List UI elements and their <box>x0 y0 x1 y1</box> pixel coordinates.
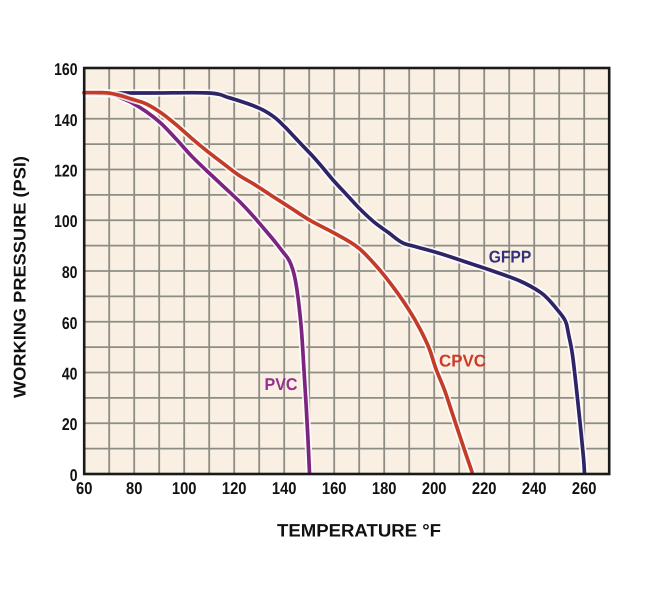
svg-text:PVC: PVC <box>265 375 298 394</box>
svg-text:60: 60 <box>62 314 78 333</box>
svg-text:240: 240 <box>522 479 547 498</box>
svg-text:0: 0 <box>70 466 78 485</box>
svg-text:100: 100 <box>54 212 77 231</box>
svg-text:CPVC: CPVC <box>439 352 486 371</box>
svg-text:80: 80 <box>126 479 142 498</box>
svg-text:20: 20 <box>62 415 78 434</box>
svg-text:160: 160 <box>54 60 77 79</box>
svg-text:GFPP: GFPP <box>489 248 532 267</box>
svg-text:140: 140 <box>272 479 297 498</box>
svg-text:120: 120 <box>54 162 77 181</box>
svg-text:TEMPERATURE °F: TEMPERATURE °F <box>277 520 441 540</box>
svg-text:120: 120 <box>222 479 247 498</box>
svg-text:WORKING PRESSURE (PSI): WORKING PRESSURE (PSI) <box>10 156 29 398</box>
svg-text:220: 220 <box>472 479 497 498</box>
svg-text:200: 200 <box>422 479 447 498</box>
svg-text:260: 260 <box>572 479 597 498</box>
svg-text:180: 180 <box>372 479 397 498</box>
svg-text:140: 140 <box>54 111 77 130</box>
svg-text:80: 80 <box>62 263 78 282</box>
svg-text:100: 100 <box>172 479 197 498</box>
svg-text:160: 160 <box>322 479 347 498</box>
svg-text:40: 40 <box>62 365 78 384</box>
svg-text:60: 60 <box>76 479 92 498</box>
